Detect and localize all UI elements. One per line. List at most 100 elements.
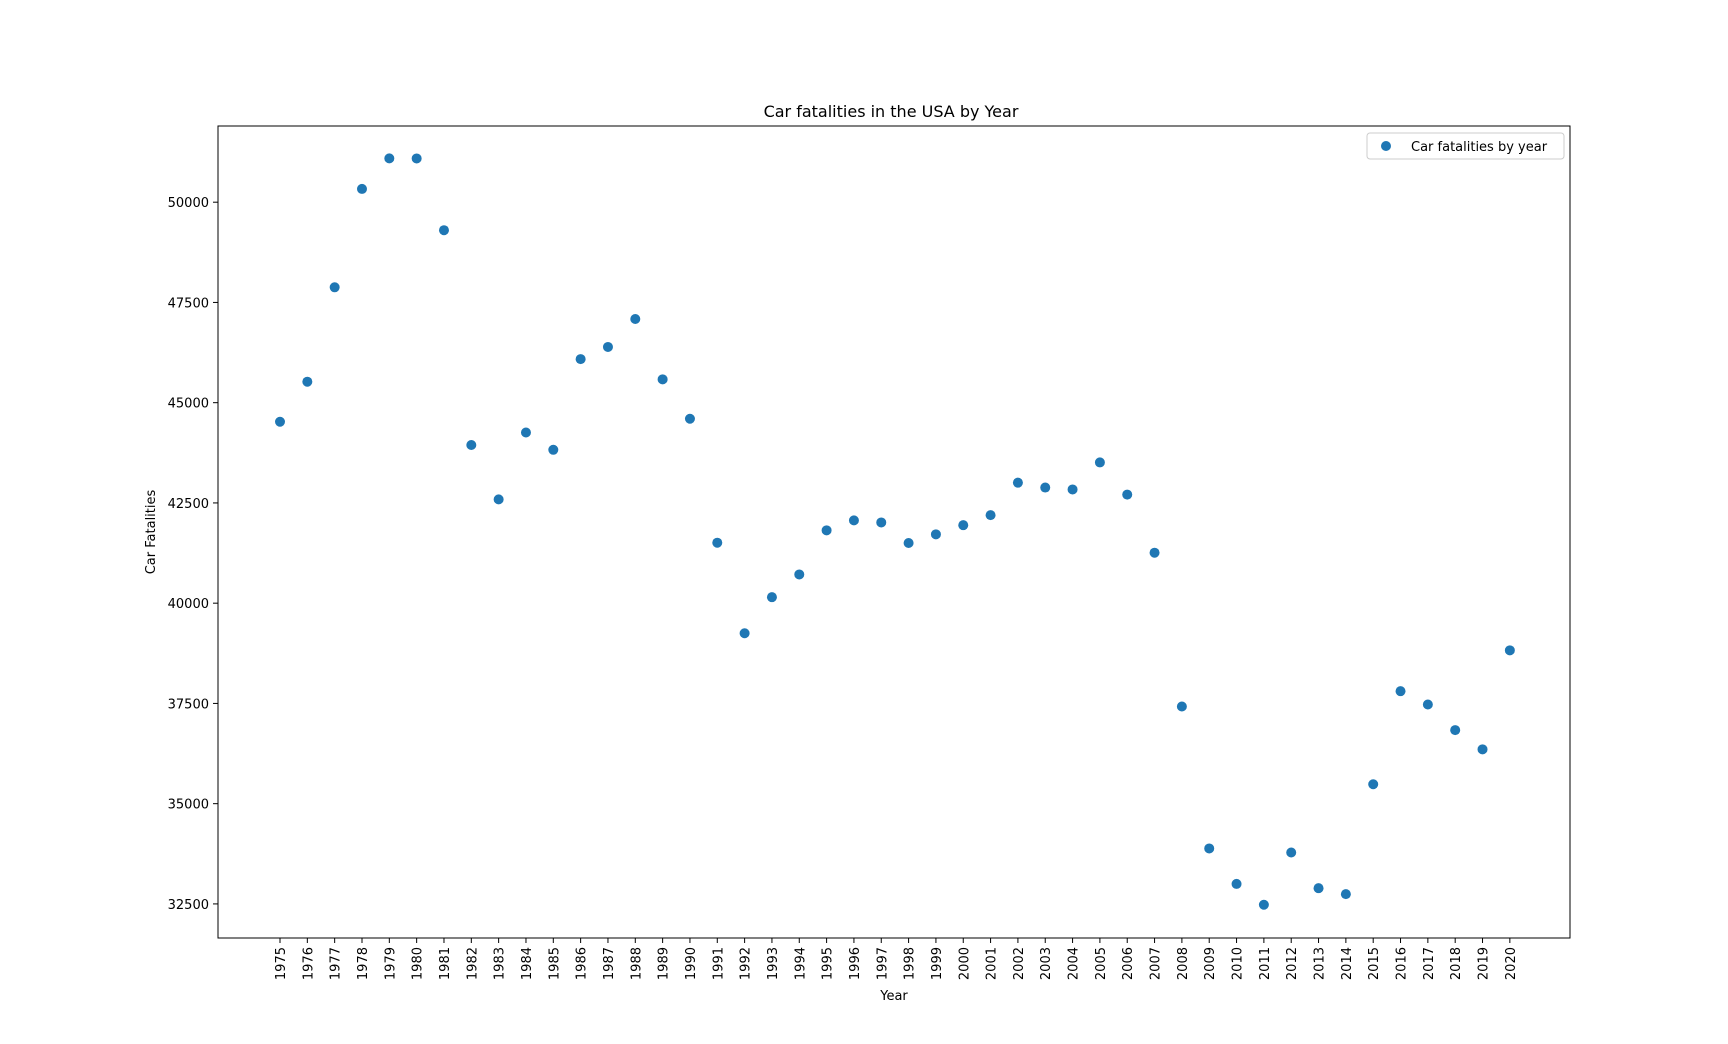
x-tick-label: 1992 — [739, 947, 754, 980]
y-axis-label: Car Fatalities — [144, 490, 159, 575]
y-tick-label: 45000 — [168, 397, 209, 412]
data-point — [1422, 699, 1433, 710]
data-point — [1067, 484, 1078, 495]
x-tick-label: 2005 — [1094, 947, 1109, 980]
x-tick-label: 2015 — [1367, 947, 1382, 980]
data-point — [1368, 779, 1379, 790]
data-point — [930, 529, 941, 540]
data-point — [1204, 843, 1215, 854]
x-tick-label: 1982 — [465, 947, 480, 980]
x-tick-label: 2017 — [1422, 947, 1437, 980]
x-tick-label: 2019 — [1477, 947, 1492, 980]
data-point — [821, 525, 832, 536]
x-tick-label: 2009 — [1203, 947, 1218, 980]
x-tick-label: 2007 — [1149, 947, 1164, 980]
data-point — [384, 153, 395, 164]
y-tick-label: 35000 — [168, 798, 209, 813]
x-axis-label: Year — [879, 989, 908, 1004]
data-point — [1258, 899, 1269, 910]
data-point — [1012, 477, 1023, 488]
data-point — [958, 520, 969, 531]
data-point — [739, 628, 750, 639]
x-tick-label: 1997 — [875, 947, 890, 980]
data-point — [1040, 482, 1051, 493]
data-point — [356, 183, 367, 194]
data-point — [275, 416, 285, 427]
data-point — [876, 517, 887, 528]
x-tick-label: 2010 — [1231, 947, 1246, 980]
x-tick-label: 2014 — [1340, 947, 1355, 980]
data-point — [1395, 686, 1406, 697]
x-tick-label: 1991 — [711, 947, 726, 980]
y-tick-label: 42500 — [168, 497, 209, 512]
y-tick-label: 37500 — [168, 697, 209, 712]
x-tick-label: 1995 — [821, 947, 836, 980]
y-tick-label: 32500 — [168, 898, 209, 913]
data-point — [630, 313, 641, 324]
data-point — [794, 569, 805, 580]
x-tick-label: 2000 — [957, 947, 972, 980]
x-tick-label: 1978 — [356, 947, 371, 980]
x-tick-label: 2020 — [1504, 947, 1519, 980]
data-point — [657, 374, 668, 385]
data-point — [903, 537, 914, 548]
x-tick-label: 1999 — [930, 947, 945, 980]
data-point — [1504, 645, 1515, 656]
data-point — [548, 444, 559, 455]
data-point — [1122, 489, 1133, 500]
x-tick-label: 1977 — [329, 947, 344, 980]
x-tick-label: 1990 — [684, 947, 699, 980]
data-point — [1313, 883, 1324, 894]
data-point — [848, 515, 859, 526]
x-tick-label: 2012 — [1285, 947, 1300, 980]
data-point — [302, 376, 313, 387]
data-point — [466, 439, 477, 450]
data-point — [493, 494, 504, 505]
data-point — [985, 510, 996, 521]
x-tick-label: 2016 — [1395, 947, 1410, 980]
data-point — [766, 592, 777, 603]
data-point — [1149, 547, 1160, 558]
legend: Car fatalities by year — [1366, 132, 1565, 160]
data-point — [411, 153, 422, 164]
x-tick-label: 1996 — [848, 947, 863, 980]
legend-box — [1366, 132, 1565, 160]
data-point — [1340, 889, 1351, 900]
legend-label: Car fatalities by year — [1411, 140, 1548, 155]
data-point — [602, 341, 613, 352]
x-tick-label: 1994 — [793, 947, 808, 980]
x-tick-label: 1979 — [383, 947, 398, 980]
legend-marker — [1381, 141, 1391, 151]
data-point — [1231, 878, 1242, 889]
data-point — [329, 282, 340, 293]
x-tick-label: 1975 — [274, 947, 289, 980]
x-tick-label: 2013 — [1313, 947, 1328, 980]
x-tick-label: 1989 — [657, 947, 672, 980]
x-tick-label: 1981 — [438, 947, 453, 980]
y-tick-label: 40000 — [168, 597, 209, 612]
x-tick-label: 1988 — [629, 947, 644, 980]
y-tick-label: 47500 — [168, 296, 209, 311]
data-point — [712, 537, 723, 548]
x-tick-label: 2003 — [1039, 947, 1054, 980]
x-tick-label: 2002 — [1012, 947, 1027, 980]
x-tick-label: 1998 — [903, 947, 918, 980]
x-tick-label: 1984 — [520, 947, 535, 980]
x-tick-label: 1986 — [575, 947, 590, 980]
x-tick-label: 1976 — [301, 947, 316, 980]
x-tick-label: 2004 — [1067, 947, 1082, 980]
x-tick-label: 1983 — [493, 947, 508, 980]
x-tick-label: 2018 — [1449, 947, 1464, 980]
data-point — [520, 427, 531, 438]
x-tick-label: 2001 — [985, 947, 1000, 980]
chart-title: Car fatalities in the USA by Year — [764, 102, 1019, 121]
data-point — [1176, 701, 1187, 712]
plot-area: 32500 35000 37500 40000 42500 45000 47500 50000… — [168, 153, 1519, 980]
data-point — [1477, 744, 1488, 755]
plot-frame — [217, 125, 1571, 939]
x-tick-label: 1993 — [766, 947, 781, 980]
x-tick-label: 2011 — [1258, 947, 1273, 980]
data-point — [1450, 725, 1461, 736]
